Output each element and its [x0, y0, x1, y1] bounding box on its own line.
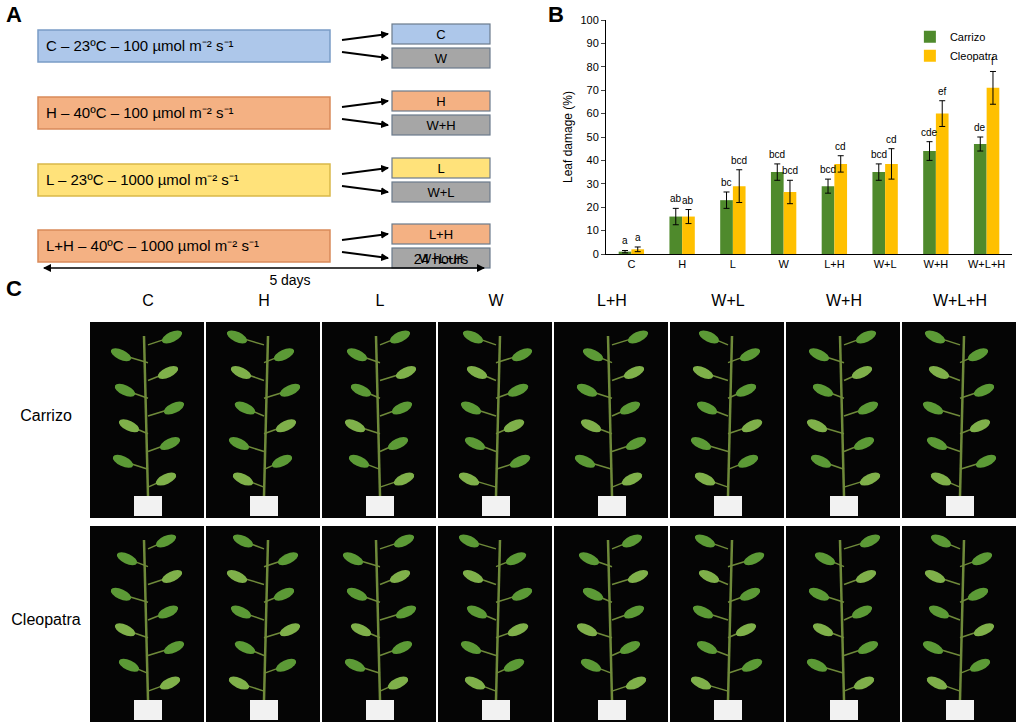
svg-text:40: 40	[587, 154, 599, 166]
svg-text:Cleopatra: Cleopatra	[11, 611, 80, 628]
svg-text:C: C	[436, 27, 445, 42]
svg-text:bcd: bcd	[782, 165, 798, 176]
svg-text:a: a	[622, 235, 628, 246]
svg-text:L: L	[376, 292, 385, 309]
svg-text:5 days: 5 days	[269, 272, 310, 288]
svg-text:80: 80	[587, 61, 599, 73]
svg-text:a: a	[635, 232, 641, 243]
svg-text:50: 50	[587, 131, 599, 143]
svg-text:f: f	[991, 56, 994, 67]
html-text:C: C	[6, 276, 22, 301]
svg-text:0: 0	[593, 248, 599, 260]
svg-text:W+L: W+L	[427, 185, 454, 200]
svg-text:20: 20	[587, 201, 599, 213]
svg-text:cde: cde	[921, 127, 938, 138]
svg-text:24 hours: 24 hours	[414, 251, 468, 267]
svg-text:bcd: bcd	[731, 155, 747, 166]
svg-text:L+H: L+H	[824, 258, 845, 270]
svg-text:10: 10	[587, 224, 599, 236]
svg-text:H: H	[258, 292, 270, 309]
svg-text:bcd: bcd	[871, 149, 887, 160]
svg-text:90: 90	[587, 37, 599, 49]
svg-text:W+H: W+H	[426, 118, 455, 133]
svg-text:L: L	[437, 161, 444, 176]
svg-text:H: H	[436, 94, 445, 109]
svg-text:W: W	[488, 292, 504, 309]
svg-text:ab: ab	[670, 193, 682, 204]
svg-text:cd: cd	[835, 141, 846, 152]
svg-text:L – 23ºC – 1000 µmol m⁻² s⁻¹: L – 23ºC – 1000 µmol m⁻² s⁻¹	[46, 171, 239, 188]
svg-text:C: C	[627, 258, 635, 270]
svg-text:L+H: L+H	[597, 292, 627, 309]
html-text:B: B	[548, 2, 564, 27]
svg-text:W+L: W+L	[874, 258, 897, 270]
svg-text:100: 100	[580, 14, 598, 26]
svg-text:30: 30	[587, 178, 599, 190]
svg-text:W: W	[778, 258, 789, 270]
svg-text:bcd: bcd	[769, 149, 785, 160]
svg-text:L: L	[730, 258, 736, 270]
svg-text:cd: cd	[886, 134, 897, 145]
svg-text:C – 23ºC – 100 µmol m⁻² s⁻¹: C – 23ºC – 100 µmol m⁻² s⁻¹	[46, 37, 234, 54]
svg-text:Carrizo: Carrizo	[20, 407, 72, 424]
svg-text:W: W	[435, 51, 448, 66]
svg-text:H: H	[678, 258, 686, 270]
svg-text:L+H – 40ºC – 1000 µmol m⁻² s⁻¹: L+H – 40ºC – 1000 µmol m⁻² s⁻¹	[46, 237, 259, 254]
svg-text:Cleopatra: Cleopatra	[950, 50, 999, 62]
svg-text:60: 60	[587, 107, 599, 119]
svg-text:L+H: L+H	[429, 227, 453, 242]
svg-text:bcd: bcd	[820, 164, 836, 175]
svg-text:Leaf damage (%): Leaf damage (%)	[561, 91, 575, 183]
svg-text:Carrizo: Carrizo	[950, 31, 985, 43]
html-text:A: A	[6, 2, 22, 27]
svg-text:W+L+H: W+L+H	[933, 292, 987, 309]
svg-text:ab: ab	[682, 195, 694, 206]
svg-text:70: 70	[587, 84, 599, 96]
svg-text:H – 40ºC – 100 µmol m⁻² s⁻¹: H – 40ºC – 100 µmol m⁻² s⁻¹	[46, 104, 234, 121]
svg-text:W+H: W+H	[826, 292, 862, 309]
svg-text:W+L+H: W+L+H	[968, 258, 1005, 270]
svg-text:W+H: W+H	[924, 258, 949, 270]
svg-text:C: C	[142, 292, 154, 309]
svg-text:bc: bc	[721, 177, 732, 188]
svg-text:de: de	[974, 122, 986, 133]
svg-text:W+L: W+L	[711, 292, 744, 309]
svg-text:ef: ef	[938, 86, 947, 97]
